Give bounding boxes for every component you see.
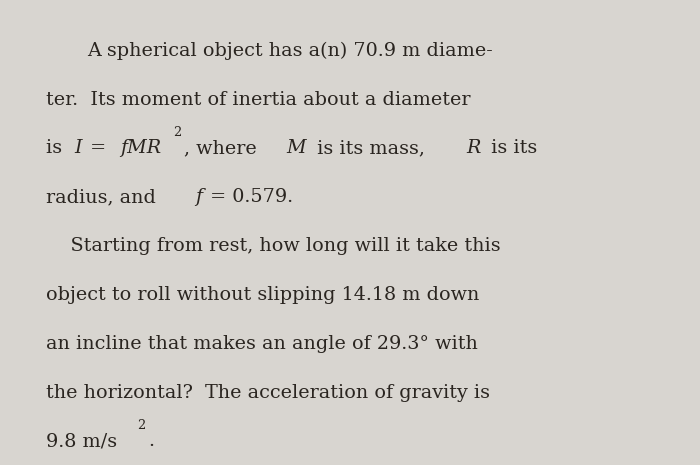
Text: the horizontal?  The acceleration of gravity is: the horizontal? The acceleration of grav…: [46, 384, 489, 402]
Text: radius, and: radius, and: [46, 188, 162, 206]
Text: 9.8 m/s: 9.8 m/s: [46, 432, 117, 451]
Text: =: =: [84, 140, 112, 158]
Text: A spherical object has a(n) 70.9 m diame-: A spherical object has a(n) 70.9 m diame…: [88, 41, 494, 60]
Text: fMR: fMR: [120, 140, 162, 158]
Text: is: is: [46, 140, 68, 158]
Text: object to roll without slipping 14.18 m down: object to roll without slipping 14.18 m …: [46, 286, 479, 304]
Text: ter.  Its moment of inertia about a diameter: ter. Its moment of inertia about a diame…: [46, 91, 470, 109]
Text: 2: 2: [174, 126, 182, 139]
Text: M: M: [286, 140, 305, 158]
Text: is its mass,: is its mass,: [311, 140, 431, 158]
Text: an incline that makes an angle of 29.3° with: an incline that makes an angle of 29.3° …: [46, 335, 477, 353]
Text: f: f: [195, 188, 202, 206]
Text: , where: , where: [184, 140, 263, 158]
Text: is its: is its: [484, 140, 537, 158]
Text: 2: 2: [137, 418, 146, 432]
Text: .: .: [148, 432, 154, 451]
Text: Starting from rest, how long will it take this: Starting from rest, how long will it tak…: [46, 237, 500, 255]
Text: I: I: [74, 140, 82, 158]
Text: R: R: [466, 140, 480, 158]
Text: = 0.579.: = 0.579.: [204, 188, 293, 206]
